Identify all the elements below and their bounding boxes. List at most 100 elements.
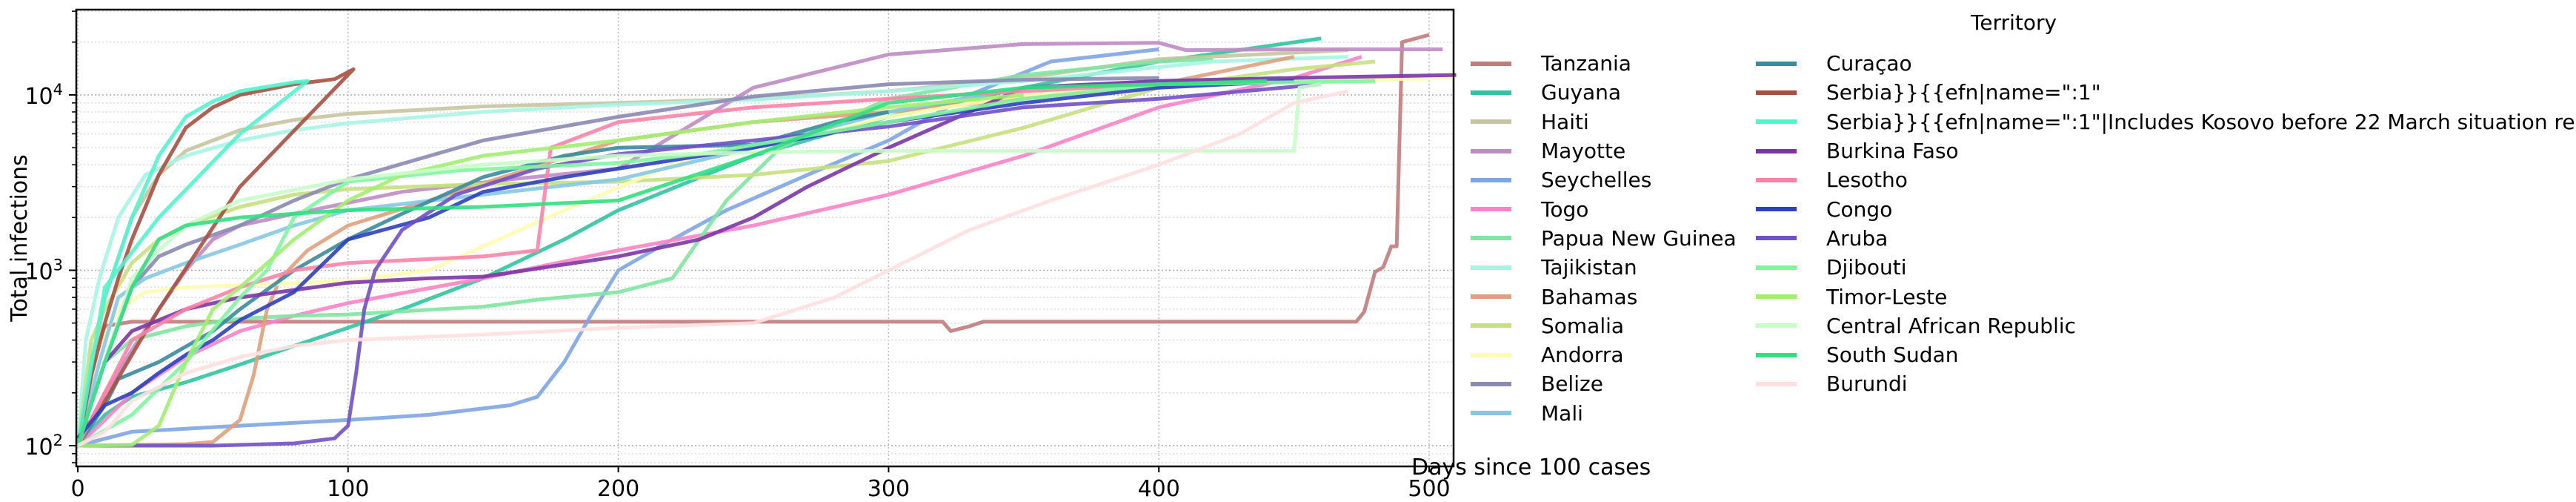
legend-item: Tajikistan xyxy=(1471,253,1737,282)
legend-item: Aruba xyxy=(1756,224,2576,253)
legend-item: Serbia}}{{efn|name=":1" xyxy=(1756,78,2576,107)
legend-label: Togo xyxy=(1541,196,1589,222)
y-tick-label: 102 xyxy=(24,432,63,460)
legend-label: Serbia}}{{efn|name=":1"|Includes Kosovo … xyxy=(1826,109,2576,134)
legend-swatch-icon xyxy=(1471,323,1511,328)
legend-item: Timor-Leste xyxy=(1756,282,2576,311)
legend-swatch-icon xyxy=(1756,381,1797,386)
legend-item: Curaçao xyxy=(1756,49,2576,78)
legend-item: Guyana xyxy=(1471,78,1737,107)
legend-item: Mayotte xyxy=(1471,136,1737,165)
legend: Tanzania Guyana Haiti Mayotte Seychelles Togo… xyxy=(1471,10,2576,426)
y-axis-label: Total infections xyxy=(7,154,33,323)
legend-label: Papua New Guinea xyxy=(1541,225,1737,251)
legend-label: Timor-Leste xyxy=(1826,284,1948,309)
legend-column-1: Tanzania Guyana Haiti Mayotte Seychelles Togo… xyxy=(1471,49,1737,428)
series-line xyxy=(76,79,1376,448)
legend-label: Mali xyxy=(1541,400,1583,426)
legend-label: Seychelles xyxy=(1541,168,1652,193)
legend-item: Bahamas xyxy=(1471,282,1737,311)
legend-item: Mali xyxy=(1471,399,1737,428)
legend-label: Curaçao xyxy=(1826,51,1912,76)
series-line xyxy=(78,82,1322,448)
legend-swatch-icon xyxy=(1471,207,1511,212)
legend-label: Central African Republic xyxy=(1826,313,2077,338)
legend-item: Djibouti xyxy=(1756,253,2576,282)
y-tick-label: 103 xyxy=(24,257,63,285)
legend-label: Belize xyxy=(1541,371,1603,397)
legend-item: Papua New Guinea xyxy=(1471,224,1737,253)
legend-swatch-icon xyxy=(1471,61,1511,66)
legend-swatch-icon xyxy=(1756,323,1797,328)
series-line xyxy=(76,41,1443,447)
legend-swatch-icon xyxy=(1756,119,1797,125)
legend-swatch-icon xyxy=(1756,61,1797,66)
legend-label: Tanzania xyxy=(1541,51,1631,76)
legend-item: Burkina Faso xyxy=(1756,136,2576,165)
legend-label: Mayotte xyxy=(1541,139,1626,164)
legend-label: Congo xyxy=(1826,196,1893,222)
x-tick-label: 400 xyxy=(1138,476,1180,502)
series-line xyxy=(76,55,1348,446)
legend-item: Seychelles xyxy=(1471,165,1737,194)
legend-item: Andorra xyxy=(1471,340,1737,369)
legend-item: South Sudan xyxy=(1756,340,2576,369)
legend-swatch-icon xyxy=(1756,90,1797,95)
legend-swatch-icon xyxy=(1471,411,1511,416)
x-tick-label: 300 xyxy=(868,476,910,502)
series-line xyxy=(77,93,1025,448)
legend-label: South Sudan xyxy=(1826,343,1959,368)
x-tick-label: 500 xyxy=(1408,476,1450,502)
legend-label: Guyana xyxy=(1541,80,1622,105)
legend-label: Somalia xyxy=(1541,313,1625,338)
legend-item: Togo xyxy=(1471,194,1737,223)
legend-column-2: Curaçao Serbia}}{{efn|name=":1" Serbia}}{{… xyxy=(1756,49,2576,399)
series-line xyxy=(76,33,1430,446)
series-line xyxy=(76,67,356,446)
legend-swatch-icon xyxy=(1471,294,1511,300)
legend-swatch-icon xyxy=(1471,148,1511,153)
legend-label: Lesotho xyxy=(1826,168,1908,193)
y-tick-label: 104 xyxy=(24,81,63,110)
legend-swatch-icon xyxy=(1756,207,1797,212)
x-tick-label: 0 xyxy=(70,476,84,502)
x-tick-label: 100 xyxy=(327,476,369,502)
legend-swatch-icon xyxy=(1471,381,1511,386)
legend-swatch-icon xyxy=(1471,236,1511,241)
legend-swatch-icon xyxy=(1756,177,1797,182)
axis-ticks: 0 100 200 300 400 500 102 103 104 xyxy=(24,10,1451,502)
legend-label: Djibouti xyxy=(1826,255,1907,280)
legend-label: Burundi xyxy=(1826,371,1908,397)
series-line xyxy=(77,55,1295,448)
legend-label: Haiti xyxy=(1541,109,1589,134)
legend-swatch-icon xyxy=(1471,119,1511,125)
legend-item: Belize xyxy=(1471,369,1737,398)
series-line xyxy=(77,47,1159,448)
series-line xyxy=(76,55,1362,447)
series-line xyxy=(76,79,1268,446)
legend-item: Central African Republic xyxy=(1756,311,2576,340)
legend-swatch-icon xyxy=(1756,236,1797,241)
legend-swatch-icon xyxy=(1471,177,1511,182)
series-line xyxy=(76,59,1376,446)
series-lines xyxy=(76,33,1457,448)
series-line xyxy=(76,89,1349,448)
legend-swatch-icon xyxy=(1756,148,1797,153)
legend-label: Bahamas xyxy=(1541,284,1638,309)
legend-label: Tajikistan xyxy=(1541,255,1637,280)
legend-item: Haiti xyxy=(1471,108,1737,136)
legend-swatch-icon xyxy=(1756,352,1797,357)
legend-swatch-icon xyxy=(1756,294,1797,300)
legend-label: Aruba xyxy=(1826,225,1888,251)
legend-swatch-icon xyxy=(1471,90,1511,95)
legend-item: Somalia xyxy=(1471,311,1737,340)
x-tick-label: 200 xyxy=(597,476,639,502)
plot-frame xyxy=(75,8,1455,468)
legend-item: Congo xyxy=(1756,194,2576,223)
x-axis-label: Days since 100 cases xyxy=(1411,455,1651,480)
legend-title: Territory xyxy=(1971,10,2057,35)
legend-swatch-icon xyxy=(1471,265,1511,270)
series-line xyxy=(76,79,310,446)
legend-item: Serbia}}{{efn|name=":1"|Includes Kosovo … xyxy=(1756,108,2576,136)
